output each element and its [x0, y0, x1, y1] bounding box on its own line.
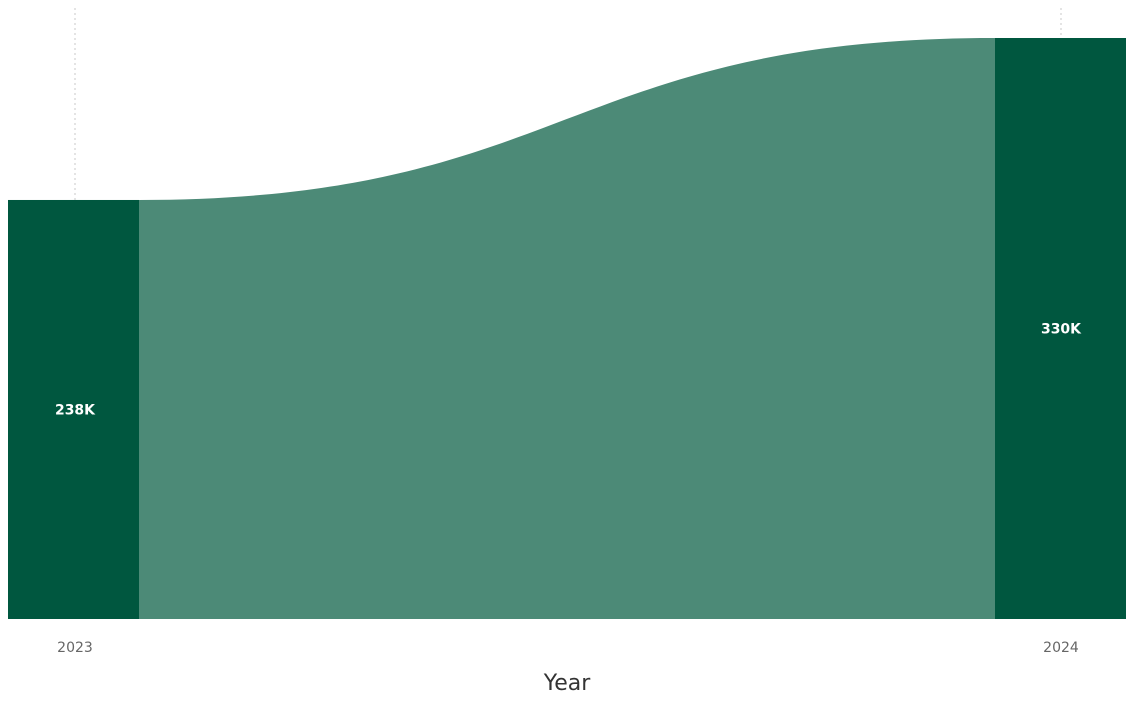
x-tick-2024: 2024 — [1043, 640, 1079, 656]
data-label-2023: 238K — [55, 402, 96, 418]
x-axis-ticks: 2023 2024 — [57, 640, 1079, 656]
ribbon-layer — [139, 38, 995, 619]
x-axis-title: Year — [543, 671, 592, 696]
bar-2023[interactable] — [8, 199, 139, 619]
data-labels: 238K 330K — [55, 322, 1082, 419]
x-tick-2023: 2023 — [57, 640, 93, 656]
bars — [8, 38, 1126, 619]
bar-2024[interactable] — [995, 38, 1126, 619]
ribbon-band — [139, 38, 995, 619]
data-label-2024: 330K — [1041, 322, 1082, 338]
